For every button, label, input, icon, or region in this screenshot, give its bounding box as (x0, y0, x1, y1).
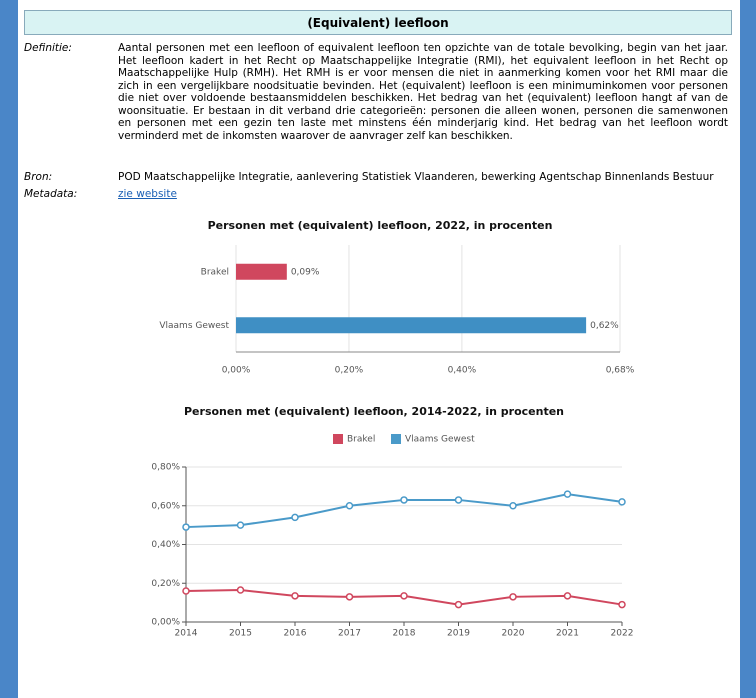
point (345, 502, 354, 510)
legend-swatch (333, 434, 343, 444)
point (563, 490, 572, 498)
y-tick-label: 0,80% (151, 463, 180, 473)
point (618, 600, 626, 609)
point (182, 587, 190, 595)
x-tick-label: 2021 (556, 629, 579, 639)
label: Definitie: (24, 42, 72, 54)
point (400, 592, 408, 600)
chart-title: Personen met (equivalent) leefloon, 2014… (184, 405, 564, 418)
definition-text: Aantal personen met een leefloon of equi… (118, 42, 728, 142)
x-tick-label: 0,40% (448, 366, 477, 376)
point (509, 502, 517, 510)
x-tick-label: 2014 (175, 629, 198, 639)
legend-label: Brakel (347, 435, 375, 445)
x-tick-label: 2015 (229, 629, 252, 639)
label: Bron: (24, 171, 53, 183)
x-tick-label: 2018 (393, 629, 416, 639)
source-text: POD Maatschappelijke Integratie, aanleve… (118, 171, 714, 183)
category-label: Brakel (201, 267, 229, 277)
x-tick-label: 0,68% (606, 366, 635, 376)
link[interactable]: zie website (118, 188, 177, 200)
x-tick-label: 0,00% (222, 366, 251, 376)
x-tick-label: 2020 (502, 629, 525, 639)
legend-label: Vlaams Gewest (405, 435, 475, 445)
point (618, 498, 626, 506)
point (454, 600, 463, 609)
point (509, 593, 517, 601)
link-wrap: zie website (118, 188, 728, 201)
category-label: Vlaams Gewest (159, 321, 229, 331)
point (236, 521, 245, 529)
point (291, 592, 299, 600)
title: (Equivalent) leefloon (24, 10, 732, 35)
y-tick-label: 0,40% (151, 540, 180, 550)
x-tick-label: 2016 (284, 629, 307, 639)
x-tick-label: 2019 (447, 629, 470, 639)
bar (236, 317, 587, 334)
legend-swatch (391, 434, 401, 444)
point (400, 496, 408, 504)
point (454, 496, 463, 504)
point (563, 592, 572, 600)
point (345, 593, 354, 601)
value-label: 0,09% (291, 267, 320, 277)
x-tick-label: 0,20% (335, 366, 364, 376)
label: Metadata: (24, 188, 78, 200)
value-label: 0,62% (590, 321, 619, 331)
x-tick-label: 2017 (338, 629, 361, 639)
x-tick-label: 2022 (611, 629, 634, 639)
point (291, 513, 299, 522)
point (236, 586, 245, 594)
point (182, 523, 190, 531)
y-tick-label: 0,60% (151, 501, 180, 511)
y-tick-label: 0,00% (151, 618, 180, 628)
definition-row: Definitie: Aantal personen met een leefl… (24, 42, 728, 170)
chart-title: Personen met (equivalent) leefloon, 2022… (208, 219, 553, 232)
bar (236, 263, 287, 280)
y-tick-label: 0,20% (151, 579, 180, 589)
